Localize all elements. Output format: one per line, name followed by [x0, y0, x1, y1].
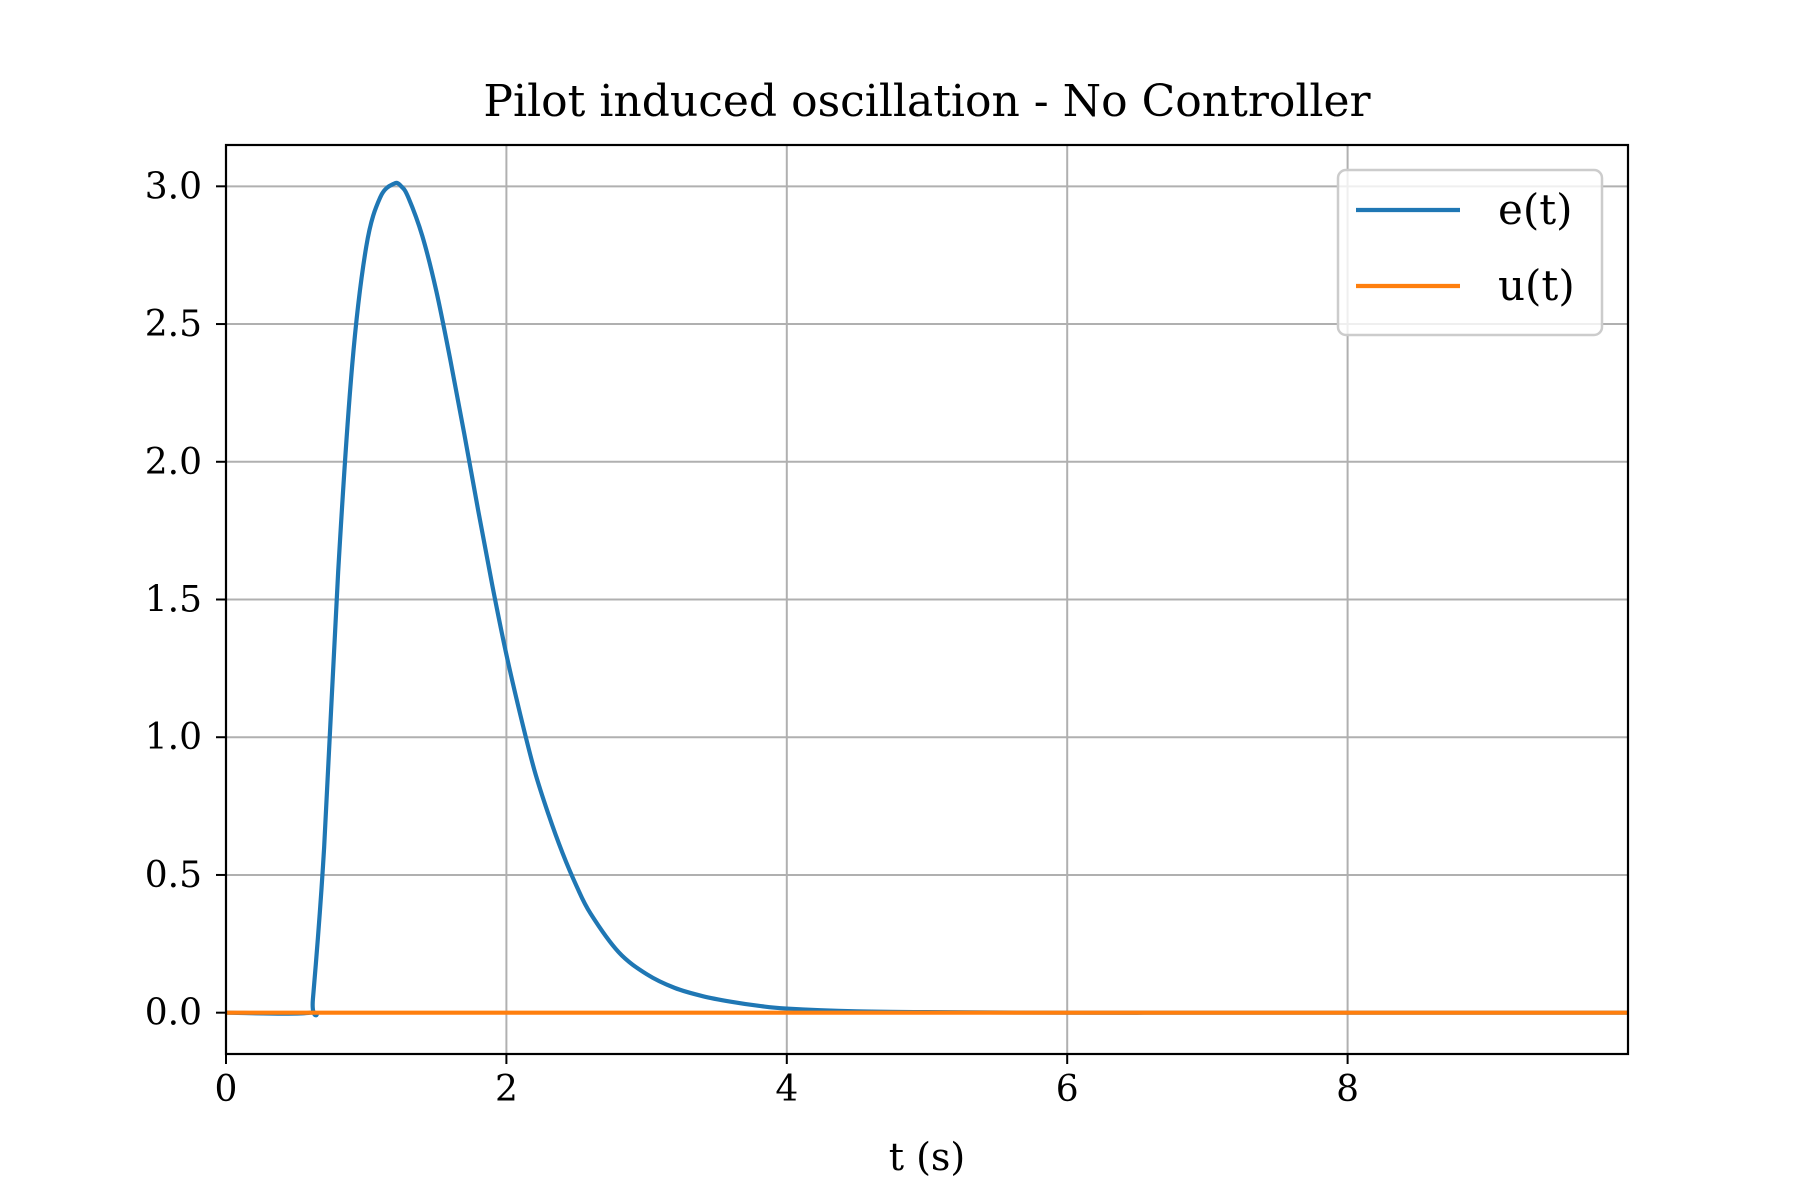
y-tick-label: 2.0 — [145, 442, 202, 483]
series-lines — [225, 180, 1628, 1018]
chart-title: Pilot induced oscillation - No Controlle… — [483, 76, 1371, 127]
x-tick-label: 6 — [1056, 1069, 1079, 1110]
x-tick-label: 4 — [775, 1069, 798, 1110]
legend: e(t) u(t) — [1336, 168, 1604, 337]
y-tick-label: 1.5 — [145, 580, 202, 621]
y-tick-label: 1.0 — [145, 717, 202, 758]
legend-label: u(t) — [1498, 261, 1575, 310]
x-axis-label: t (s) — [889, 1135, 966, 1179]
y-tick-label: 3.0 — [145, 166, 202, 207]
y-tick-label: 2.5 — [145, 304, 202, 345]
legend-label: e(t) — [1498, 185, 1573, 234]
x-tick-label: 0 — [215, 1069, 238, 1110]
x-tick-label: 8 — [1336, 1069, 1359, 1110]
y-tick-label: 0.0 — [145, 993, 202, 1034]
y-tick-label: 0.5 — [145, 855, 202, 896]
x-tick-label: 2 — [495, 1069, 518, 1110]
axis-ticks: 0 2 4 6 8 0.0 0.5 1.0 1.5 2.0 2.5 3.0 — [145, 166, 1359, 1110]
